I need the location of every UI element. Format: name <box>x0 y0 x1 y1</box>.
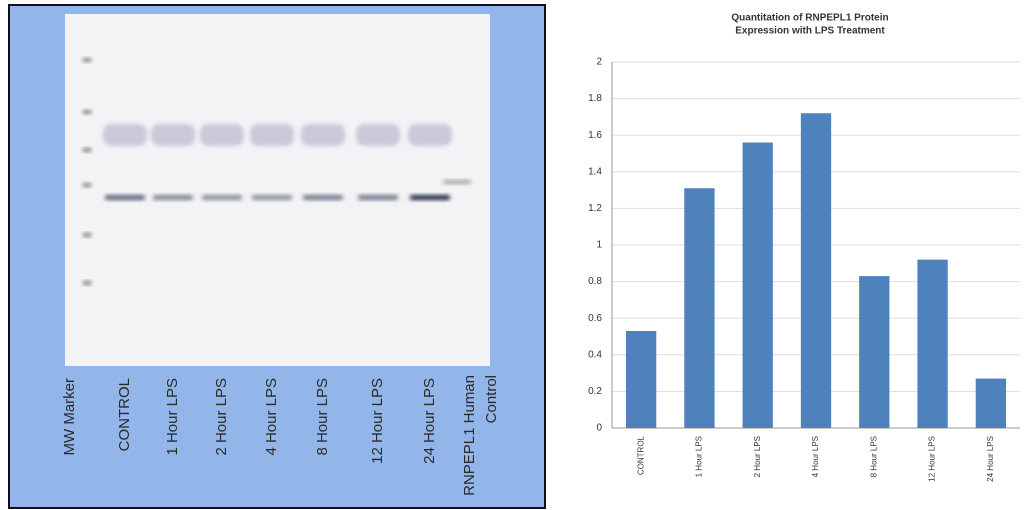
y-tick-label: 1.8 <box>588 93 602 104</box>
y-tick-label: 1 <box>596 240 602 251</box>
lower-band <box>105 195 145 200</box>
upper-band <box>151 124 195 146</box>
lower-band <box>252 195 292 200</box>
lane-label: RNPEPL1 Human <box>461 375 478 496</box>
lane-label: 4 Hour LPS <box>263 378 280 456</box>
bar <box>684 188 714 428</box>
upper-band <box>250 124 294 146</box>
page: {"blot": {"lanes": [["MW Marker"], ["CON… <box>0 0 1028 510</box>
lane-label: CONTROL <box>116 378 133 451</box>
lower-band <box>303 195 343 200</box>
y-tick-label: 0.8 <box>588 276 602 287</box>
y-tick-label: 1.4 <box>588 166 602 177</box>
marker-band <box>82 183 92 187</box>
membrane <box>65 14 490 366</box>
y-tick-label: 1.2 <box>588 203 602 214</box>
lane-label: 1 Hour LPS <box>164 378 181 456</box>
x-tick-label: 4 Hour LPS <box>811 436 820 477</box>
x-tick-label: 2 Hour LPS <box>753 436 762 477</box>
lane-label: 24 Hour LPS <box>421 378 438 464</box>
upper-band <box>408 124 452 146</box>
marker-band <box>82 110 92 114</box>
bar <box>743 143 773 428</box>
y-tick-label: 0.6 <box>588 313 602 324</box>
bar <box>976 379 1006 428</box>
lane-label: 8 Hour LPS <box>314 378 331 456</box>
lower-band <box>202 195 242 200</box>
x-tick-label: 1 Hour LPS <box>695 436 704 477</box>
chart-title: Quantitation of RNPEPL1 Protein <box>731 13 888 24</box>
y-tick-label: 0.2 <box>588 386 602 397</box>
bar <box>917 260 947 428</box>
bar-chart: Quantitation of RNPEPL1 Protein Expressi… <box>588 13 1020 482</box>
x-tick-label: 8 Hour LPS <box>869 436 878 477</box>
marker-band <box>82 233 92 237</box>
upper-band <box>103 124 147 146</box>
chart-title: Expression with LPS Treatment <box>735 26 885 37</box>
x-tick-label: 24 Hour LPS <box>986 436 995 482</box>
western-blot: MW Marker CONTROL 1 Hour LPS 2 Hour LPS 4 Ho… <box>9 5 545 508</box>
lane-label: 12 Hour LPS <box>369 378 386 464</box>
figure: MW Marker CONTROL 1 Hour LPS 2 Hour LPS 4 Ho… <box>0 0 1028 510</box>
x-tick-label: CONTROL <box>636 435 645 475</box>
marker-band <box>82 281 92 285</box>
y-tick-label: 0 <box>596 423 602 434</box>
upper-band <box>200 124 244 146</box>
lane-label: 2 Hour LPS <box>213 378 230 456</box>
upper-band <box>301 124 345 146</box>
marker-band <box>82 58 92 62</box>
bar <box>801 113 831 428</box>
marker-band <box>82 148 92 152</box>
lower-band <box>358 195 398 200</box>
x-tick-label: 12 Hour LPS <box>928 436 937 482</box>
upper-band <box>356 124 400 146</box>
lane-label: Control <box>483 375 500 423</box>
lane-label: MW Marker <box>61 378 78 456</box>
y-tick-label: 2 <box>596 57 602 68</box>
control-band <box>443 180 471 184</box>
bar <box>859 276 889 428</box>
y-tick-label: 1.6 <box>588 130 602 141</box>
y-tick-label: 0.4 <box>588 349 602 360</box>
lower-band <box>410 195 450 200</box>
bar <box>626 331 656 428</box>
lower-band <box>153 195 193 200</box>
